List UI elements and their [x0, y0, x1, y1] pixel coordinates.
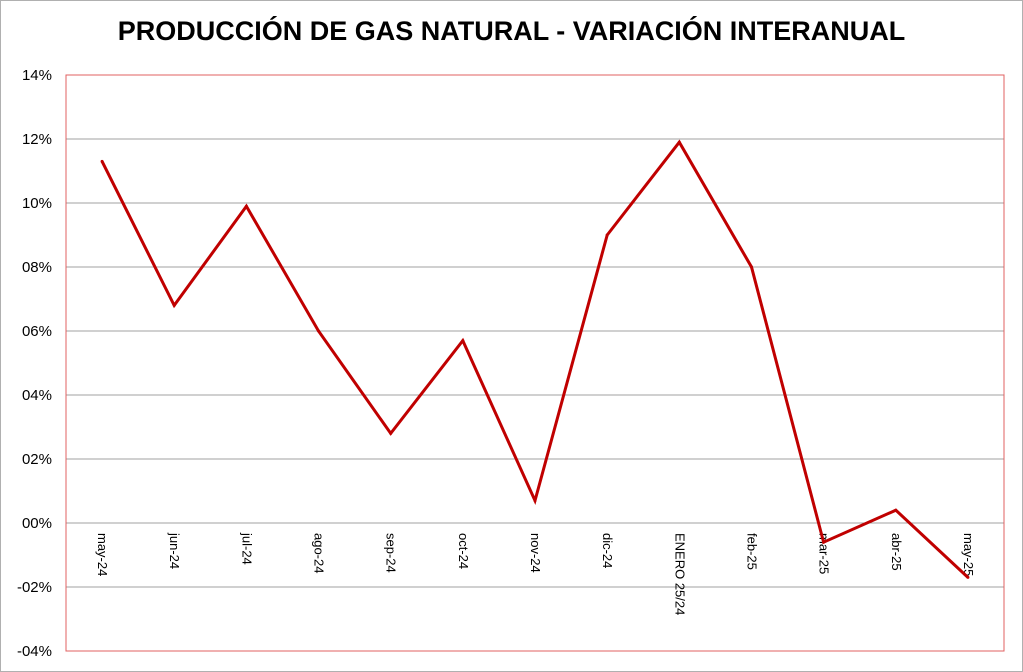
- x-tick-label: may-24: [95, 533, 110, 576]
- data-point: [244, 204, 248, 208]
- data-point: [461, 339, 465, 343]
- x-tick-label: abr-25: [889, 533, 904, 571]
- y-tick-label: -02%: [17, 579, 52, 596]
- y-tick-label: 02%: [22, 451, 52, 468]
- series-line: [100, 139, 969, 579]
- chart-title: PRODUCCIÓN DE GAS NATURAL - VARIACIÓN IN…: [117, 16, 906, 46]
- data-point: [100, 159, 104, 163]
- x-tick-label: may-25: [961, 533, 976, 576]
- x-tick-label: ago-24: [312, 533, 327, 573]
- data-point: [749, 265, 753, 269]
- data-point: [172, 303, 176, 307]
- data-point: [677, 140, 681, 144]
- x-tick-label: dic-24: [600, 533, 615, 568]
- y-tick-label: -04%: [17, 643, 52, 660]
- x-tick-label: mar-25: [817, 533, 832, 574]
- data-point: [317, 329, 321, 333]
- y-tick-label: 10%: [22, 195, 52, 212]
- data-point: [389, 431, 393, 435]
- y-tick-label: 06%: [22, 323, 52, 340]
- data-point: [533, 499, 537, 503]
- y-tick-label: 08%: [22, 259, 52, 276]
- plot-area-border: [65, 74, 1005, 652]
- data-point: [894, 508, 898, 512]
- y-tick-label: 04%: [22, 387, 52, 404]
- data-point: [822, 540, 826, 544]
- data-point: [605, 233, 609, 237]
- x-tick-label: nov-24: [528, 533, 543, 573]
- x-tick-label: oct-24: [456, 533, 471, 569]
- x-tick-label: jul-24: [239, 532, 254, 565]
- y-tick-label: 00%: [22, 515, 52, 532]
- x-tick-label: jun-24: [167, 532, 182, 569]
- data-point: [966, 575, 970, 579]
- x-tick-label: ENERO 25/24: [672, 533, 687, 615]
- x-tick-label: sep-24: [384, 533, 399, 573]
- x-tick-label: feb-25: [744, 533, 759, 570]
- y-tick-label: 12%: [22, 131, 52, 148]
- y-tick-label: 14%: [22, 67, 52, 84]
